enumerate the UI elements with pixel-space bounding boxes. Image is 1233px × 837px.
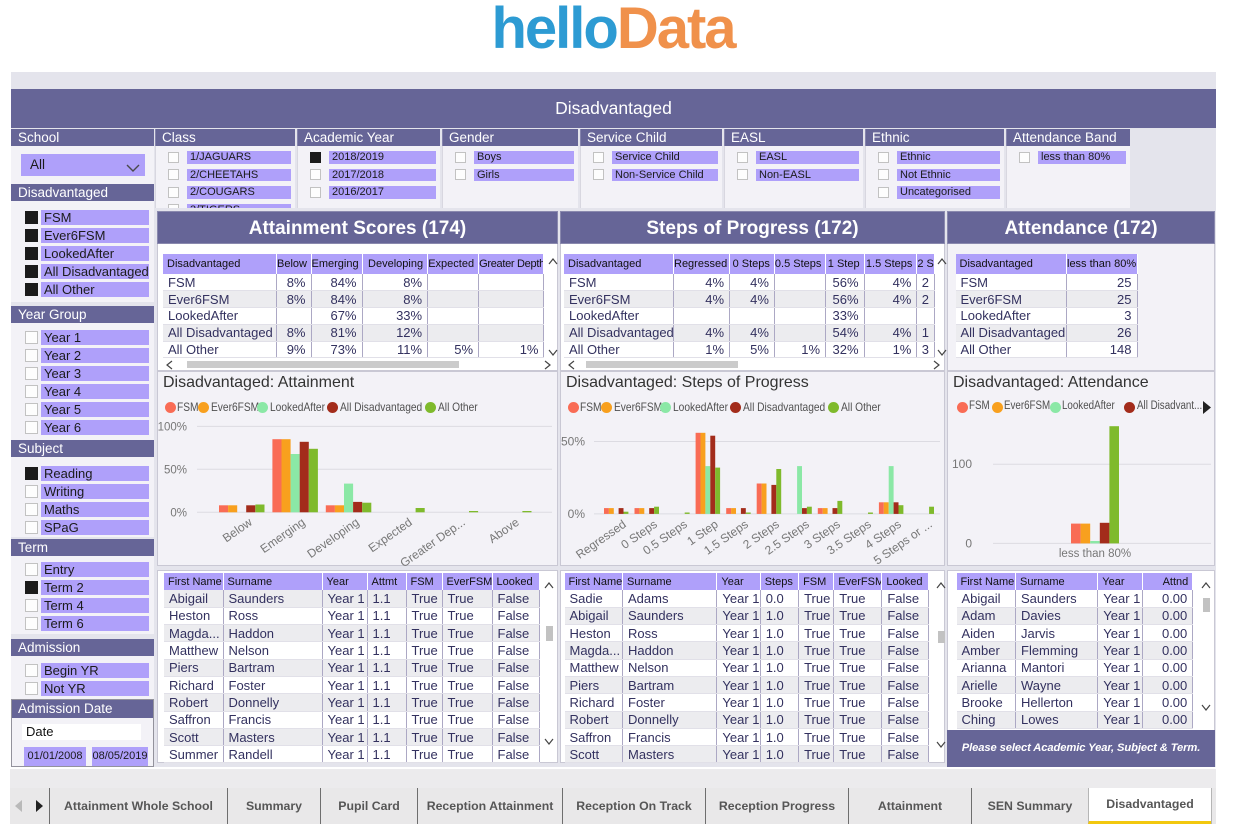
svg-text:0%: 0% bbox=[568, 507, 586, 521]
svg-text:0: 0 bbox=[965, 536, 972, 550]
svg-text:Above: Above bbox=[486, 515, 522, 546]
svg-text:Below: Below bbox=[220, 515, 255, 545]
svg-text:Expected: Expected bbox=[366, 515, 415, 555]
svg-text:Developing: Developing bbox=[305, 515, 362, 561]
svg-text:0%: 0% bbox=[170, 507, 187, 519]
svg-text:less than 80%: less than 80% bbox=[1059, 548, 1131, 560]
svg-text:Emerging: Emerging bbox=[258, 515, 308, 556]
svg-text:100%: 100% bbox=[158, 421, 187, 433]
svg-text:50%: 50% bbox=[561, 435, 585, 449]
svg-text:100: 100 bbox=[952, 457, 972, 471]
svg-text:50%: 50% bbox=[164, 464, 187, 476]
